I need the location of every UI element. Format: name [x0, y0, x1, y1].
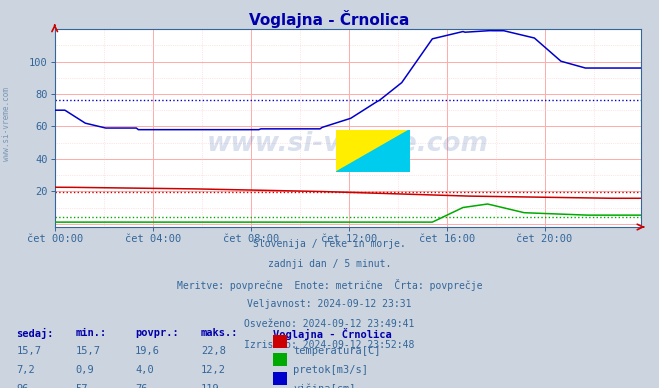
Text: 15,7: 15,7 — [16, 346, 42, 357]
Text: povpr.:: povpr.: — [135, 328, 179, 338]
Text: pretok[m3/s]: pretok[m3/s] — [293, 365, 368, 375]
Text: 15,7: 15,7 — [76, 346, 101, 357]
Text: min.:: min.: — [76, 328, 107, 338]
Text: Izrisano: 2024-09-12 23:52:48: Izrisano: 2024-09-12 23:52:48 — [244, 340, 415, 350]
Text: Slovenija / reke in morje.: Slovenija / reke in morje. — [253, 239, 406, 249]
Text: 119: 119 — [201, 384, 219, 388]
Text: 76: 76 — [135, 384, 148, 388]
Text: Veljavnost: 2024-09-12 23:31: Veljavnost: 2024-09-12 23:31 — [247, 299, 412, 309]
Text: 57: 57 — [76, 384, 88, 388]
Text: Meritve: povprečne  Enote: metrične  Črta: povprečje: Meritve: povprečne Enote: metrične Črta:… — [177, 279, 482, 291]
Text: 22,8: 22,8 — [201, 346, 226, 357]
Text: 4,0: 4,0 — [135, 365, 154, 375]
Text: maks.:: maks.: — [201, 328, 239, 338]
Text: temperatura[C]: temperatura[C] — [293, 346, 381, 357]
Text: Voglajna - Črnolica: Voglajna - Črnolica — [249, 10, 410, 28]
Text: 0,9: 0,9 — [76, 365, 94, 375]
Text: 19,6: 19,6 — [135, 346, 160, 357]
Text: višina[cm]: višina[cm] — [293, 384, 356, 388]
Text: www.si-vreme.com: www.si-vreme.com — [2, 87, 11, 161]
Text: 12,2: 12,2 — [201, 365, 226, 375]
Text: 7,2: 7,2 — [16, 365, 35, 375]
Text: Osveženo: 2024-09-12 23:49:41: Osveženo: 2024-09-12 23:49:41 — [244, 319, 415, 329]
Text: zadnji dan / 5 minut.: zadnji dan / 5 minut. — [268, 259, 391, 269]
Text: sedaj:: sedaj: — [16, 328, 54, 339]
Text: Voglajna - Črnolica: Voglajna - Črnolica — [273, 328, 392, 340]
Text: 96: 96 — [16, 384, 29, 388]
Text: www.si-vreme.com: www.si-vreme.com — [207, 131, 488, 157]
